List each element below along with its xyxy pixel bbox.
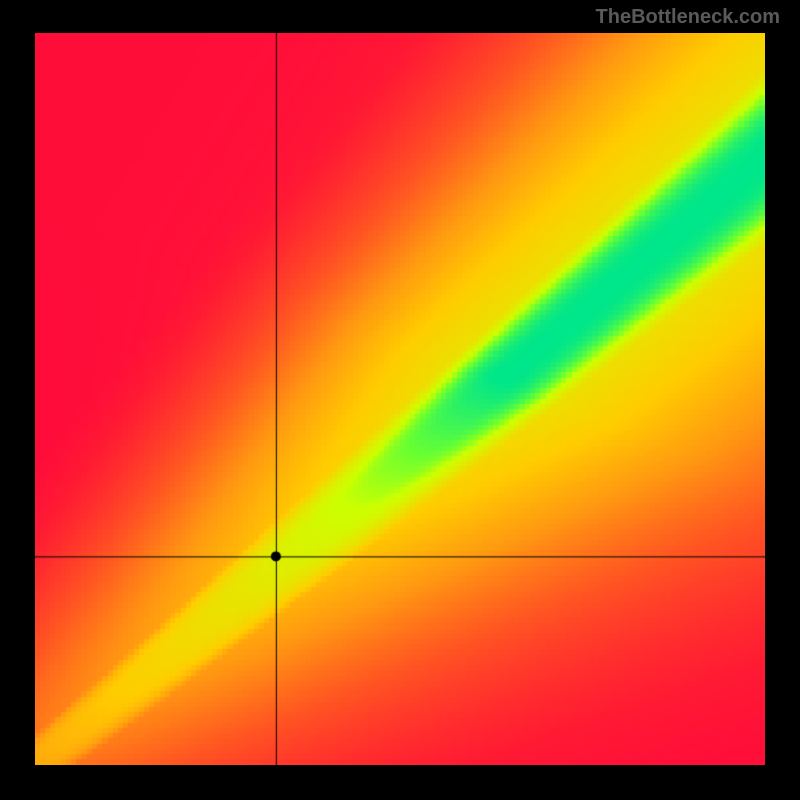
heatmap-canvas <box>35 33 765 765</box>
watermark-text: TheBottleneck.com <box>596 6 780 29</box>
heatmap-plot <box>35 33 765 765</box>
